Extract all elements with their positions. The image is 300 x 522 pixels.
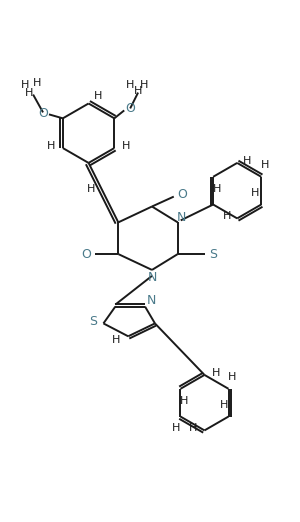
Text: H: H <box>94 90 103 101</box>
Text: H: H <box>47 141 55 151</box>
Text: H: H <box>180 396 189 406</box>
Text: H: H <box>223 211 232 221</box>
Text: H: H <box>172 423 181 433</box>
Text: N: N <box>147 271 157 284</box>
Text: S: S <box>89 315 98 328</box>
Text: H: H <box>243 156 251 166</box>
Text: H: H <box>21 80 29 90</box>
Text: H: H <box>140 80 148 90</box>
Text: H: H <box>213 184 221 194</box>
Text: H: H <box>112 335 121 345</box>
Text: H: H <box>261 160 269 170</box>
Text: H: H <box>33 78 41 88</box>
Text: O: O <box>82 247 92 260</box>
Text: N: N <box>177 211 186 224</box>
Text: H: H <box>126 80 134 90</box>
Text: O: O <box>125 102 135 115</box>
Text: H: H <box>220 400 229 410</box>
Text: H: H <box>134 86 142 96</box>
Text: H: H <box>25 88 33 98</box>
Text: H: H <box>87 184 96 194</box>
Text: H: H <box>212 368 220 378</box>
Text: O: O <box>38 107 48 120</box>
Text: H: H <box>228 372 237 382</box>
Text: H: H <box>251 187 260 198</box>
Text: H: H <box>122 141 130 151</box>
Text: N: N <box>146 294 156 307</box>
Text: O: O <box>177 188 187 201</box>
Text: H: H <box>188 423 197 433</box>
Text: S: S <box>209 247 217 260</box>
